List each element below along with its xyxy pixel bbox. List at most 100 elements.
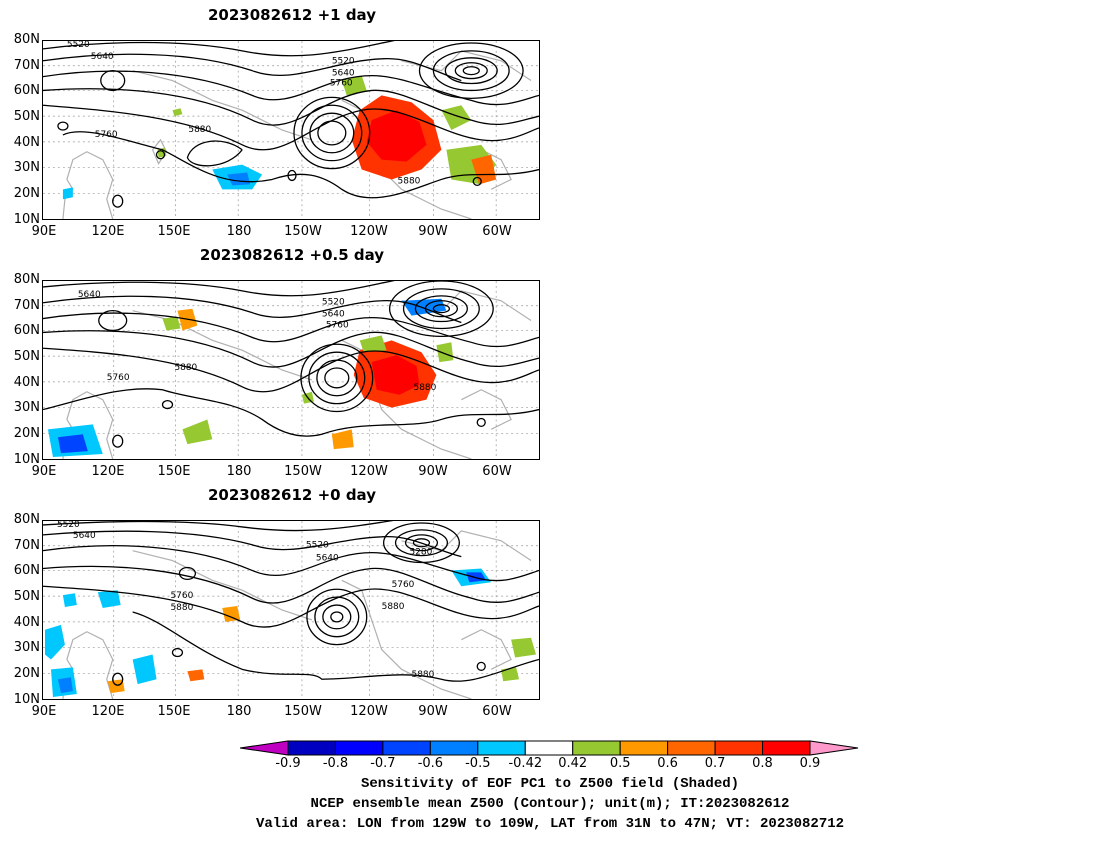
lat-label: 70N [13,538,40,553]
colorbar-box [334,740,384,756]
colorbar-box [667,740,716,756]
lat-label: 40N [13,375,40,390]
colorbar-box [382,740,431,756]
contour-label: 5640 [322,310,345,320]
lat-label: 80N [13,512,40,527]
colorbar-tick-label: 0.9 [799,756,821,771]
colorbar-box [477,740,526,756]
z500-contours [43,41,539,208]
lat-label: 30N [13,400,40,415]
lon-label: 120W [350,464,388,479]
colorbar-tick-label: 0.6 [657,756,678,771]
contour-label: 5640 [316,554,339,564]
lat-label: 80N [13,32,40,47]
contour-label: 5520 [67,41,90,50]
lon-label: 60W [482,464,512,479]
map-panel-2: 5640 5520 5640 5760 5760 5880 5880 [42,280,540,460]
lat-label: 50N [13,589,40,604]
lon-label: 120E [91,704,125,719]
lon-label: 120E [91,464,125,479]
lat-label: 50N [13,349,40,364]
colorbar-tick-label: 0.42 [558,756,588,771]
panel-title: 2023082612 +1 day [208,6,376,24]
lon-label: 150W [284,224,322,239]
contour-label: 5640 [78,290,101,300]
lat-label: 40N [13,615,40,630]
colorbar-tick-label: 0.5 [609,756,631,771]
contour-labels: 5520 5640 5520 5640 5280 5760 5880 5760 … [57,521,435,680]
contour-label: 5880 [188,125,211,135]
lat-label: 60N [13,323,40,338]
contour-label: 5760 [392,580,415,590]
lon-label: 150E [157,464,191,479]
lon-label: 180 [226,224,252,239]
colorbar-boxes [287,740,811,756]
contour-label: 5880 [412,670,435,680]
lon-label: 60W [482,704,512,719]
lon-label: 150E [157,704,191,719]
colorbar-low-end [240,740,289,756]
caption-line-2: NCEP ensemble mean Z500 (Contour); unit(… [310,796,790,812]
lon-label: 150E [157,224,191,239]
lat-label: 10N [13,692,40,707]
contour-label: 5760 [107,373,130,383]
colorbar-box [287,740,336,756]
grid [43,521,539,699]
contour-label: 5880 [174,363,197,373]
lon-label: 90W [418,704,448,719]
colorbar-tick-label: -0.5 [465,756,491,771]
coastlines [62,530,532,699]
contour-label: 5760 [326,321,349,331]
contour-label: 5280 [410,548,433,558]
contour-label: 5880 [382,602,405,612]
lon-label: 90E [31,464,57,479]
contour-label: 5520 [322,298,345,308]
map-panel-1: 5520 5640 5520 5640 5760 5760 5880 5880 [42,40,540,220]
lat-label: 40N [13,135,40,150]
colorbar-tick-label: -0.6 [417,756,444,771]
lat-label: 10N [13,452,40,467]
lon-label: 150W [284,704,322,719]
lon-label: 120W [350,224,388,239]
contour-labels: 5520 5640 5520 5640 5760 5760 5880 5880 [67,41,421,186]
colorbar-tick-label: 0.8 [752,756,773,771]
colorbar [240,740,859,756]
contour-labels: 5640 5520 5640 5760 5760 5880 5880 [78,290,437,393]
contour-label: 5880 [170,603,193,613]
contour-label: 5520 [57,521,80,530]
z500-contours [43,521,539,686]
colorbar-tick-label: 0.7 [704,756,726,771]
colorbar-box [429,740,479,756]
lon-label: 120E [91,224,125,239]
caption-line-1: Sensitivity of EOF PC1 to Z500 field (Sh… [360,776,740,792]
contour-label: 5520 [332,57,355,67]
lon-label: 90W [418,464,448,479]
colorbar-tick-label: -0.9 [275,756,301,771]
lon-label: 120W [350,704,388,719]
colorbar-tick-label: -0.8 [322,756,349,771]
lat-label: 60N [13,83,40,98]
contour-label: 5520 [306,541,329,551]
panel-title: 2023082612 +0.5 day [199,246,385,264]
grid [43,281,539,459]
map-panel-3: 5520 5640 5520 5640 5280 5760 5880 5760 … [42,520,540,700]
contour-label: 5880 [414,383,437,393]
lat-label: 30N [13,640,40,655]
lat-label: 20N [13,186,40,201]
colorbar-box [524,740,574,756]
colorbar-box [619,740,669,756]
contour-label: 5760 [330,79,353,89]
lon-label: 90E [31,704,57,719]
colorbar-box [572,740,621,756]
z500-contours [43,281,539,448]
colorbar-box [714,740,764,756]
panel-title: 2023082612 +0 day [208,486,376,504]
lat-label: 50N [13,109,40,124]
sensitivity-shading [44,568,537,698]
colorbar-tick-label: -0.42 [508,756,543,771]
contour-label: 5760 [95,130,118,140]
caption-line-3: Valid area: LON from 129W to 109W, LAT f… [255,816,845,832]
lon-label: 180 [226,704,252,719]
lat-label: 20N [13,426,40,441]
colorbar-high-end [809,740,859,756]
